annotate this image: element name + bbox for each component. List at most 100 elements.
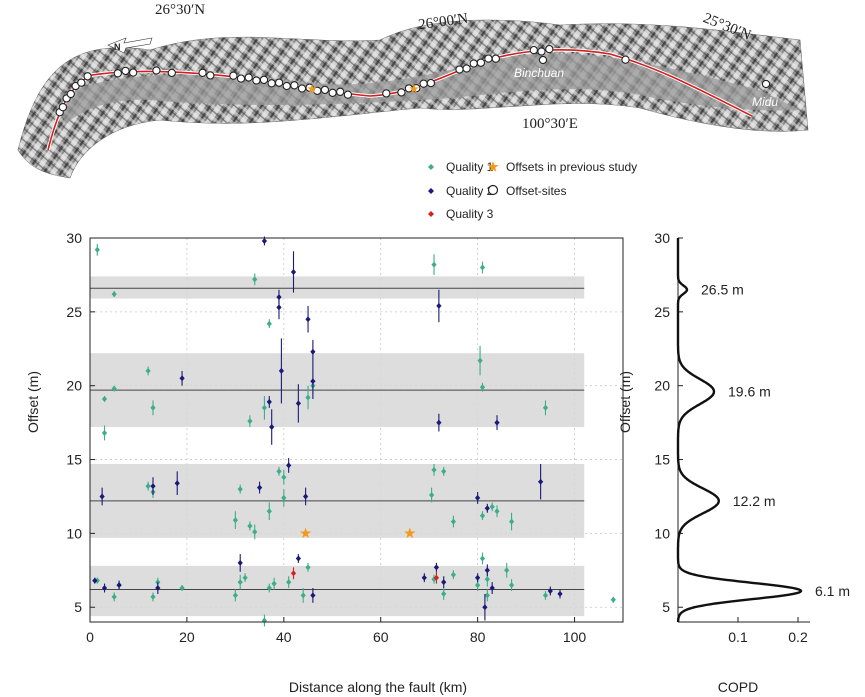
offset-site-marker [336,87,345,96]
offset-site-marker [274,78,284,87]
offset-point [261,404,267,411]
offset-point [266,398,272,405]
offset-point [479,555,486,562]
x-tick-label: 20 [179,629,195,645]
copd-curve [676,238,803,622]
offset-point [295,400,301,407]
offset-point [145,367,151,374]
offset-site-marker [476,58,486,67]
offset-point [436,302,442,309]
offset-point [257,484,263,491]
offset-site-marker [113,69,122,78]
offset-site-marker [462,64,471,73]
offset-site-marker [167,68,176,78]
lat-label-2: 26°00′N [417,11,469,34]
offset-bands [90,276,585,617]
offset-point [266,585,272,591]
lat-label-1: 26°30′N [155,2,205,18]
offset-sites-on-map [55,44,771,117]
offset-site-marker [58,103,68,112]
offset-point [269,424,275,430]
previous-study-point [299,527,312,539]
offset-point [247,418,253,425]
offset-point [450,571,456,578]
copd-peak-label: 12.2 m [733,493,776,509]
north-arrow-icon [107,37,153,54]
offset-point [237,559,243,566]
offset-point [237,579,243,586]
offset-site-marker [66,89,75,99]
y-tick-label: 30 [66,230,82,246]
offset-site-marker [129,68,138,77]
previous-study-point [404,527,416,539]
copd-x-label: COPD [718,679,758,695]
scatter-points [92,236,616,627]
offset-site-marker [328,88,337,97]
offset-site-marker [297,84,307,93]
offset-point [494,508,500,515]
svg-text:N: N [114,42,121,52]
relief-map: N 26°30′N 26°00′N 25°30′N 100°30′E Binch… [17,2,809,179]
y-tick-label: 5 [74,599,82,615]
offset-point [542,592,549,599]
offset-point [290,269,297,275]
offset-point [155,579,161,586]
offset-point [542,404,549,411]
offset-point [441,590,447,597]
offset-point [101,396,108,402]
copd-x-tick-label: 0.1 [728,629,748,645]
offset-site-marker [529,45,538,55]
offset-point [232,517,238,524]
offset-point [286,462,292,469]
offset-point [276,468,282,475]
offset-point [252,528,258,535]
scatter-axes: 0 20 40 60 80 100 5 10 15 20 25 30 [66,230,624,645]
offset-site-marker [621,55,630,64]
offset-site-marker [83,72,92,81]
offset-site-marker [252,76,261,85]
offset-point [247,523,253,529]
legend-item-quality-3: Quality 3 [428,207,494,221]
copd-y-tick-label: 5 [662,599,670,615]
y-tick-label: 25 [66,304,82,320]
offset-point [155,585,161,591]
offset-point [94,246,100,253]
offset-scatter-chart: 0 20 40 60 80 100 5 10 15 20 25 30 Distance along t… [25,230,624,695]
offset-point [538,478,544,485]
valley-basin [60,53,800,126]
offset-site-marker [320,85,330,95]
offset-point [489,585,495,591]
legend-diamond-icon [428,164,434,170]
offset-band [90,565,585,617]
offset-point [278,367,284,374]
offset-point [150,483,156,490]
legend-diamond-icon [428,188,434,194]
offset-point [475,494,481,501]
x-tick-label: 0 [86,629,94,645]
offset-point [300,592,306,599]
copd-peak-labels: 26.5 m 19.6 m 12.2 m 6.1 m [701,282,850,599]
offset-site-marker [244,73,253,82]
offset-point [429,492,435,498]
copd-y-tick-label: 15 [654,452,670,468]
offset-point [475,574,481,581]
x-tick-label: 80 [470,629,486,645]
offset-point [610,596,616,603]
place-midu: Midu [752,95,778,109]
offset-point [441,468,447,475]
offset-point [489,503,495,510]
offset-point [111,291,117,298]
offset-point [295,555,301,562]
offset-point [145,483,151,490]
offset-site-marker [382,89,391,98]
offset-site-marker [397,88,406,97]
offset-point [475,582,481,589]
scatter-y-label: Offset (m) [25,371,41,433]
legend-label: Quality 2 [446,184,494,198]
y-tick-label: 15 [66,452,82,468]
offset-site-marker [236,74,246,83]
offset-site-marker [419,79,428,88]
previous-study-star-icon [307,84,317,94]
offset-point [111,385,117,392]
offset-point [92,577,98,584]
